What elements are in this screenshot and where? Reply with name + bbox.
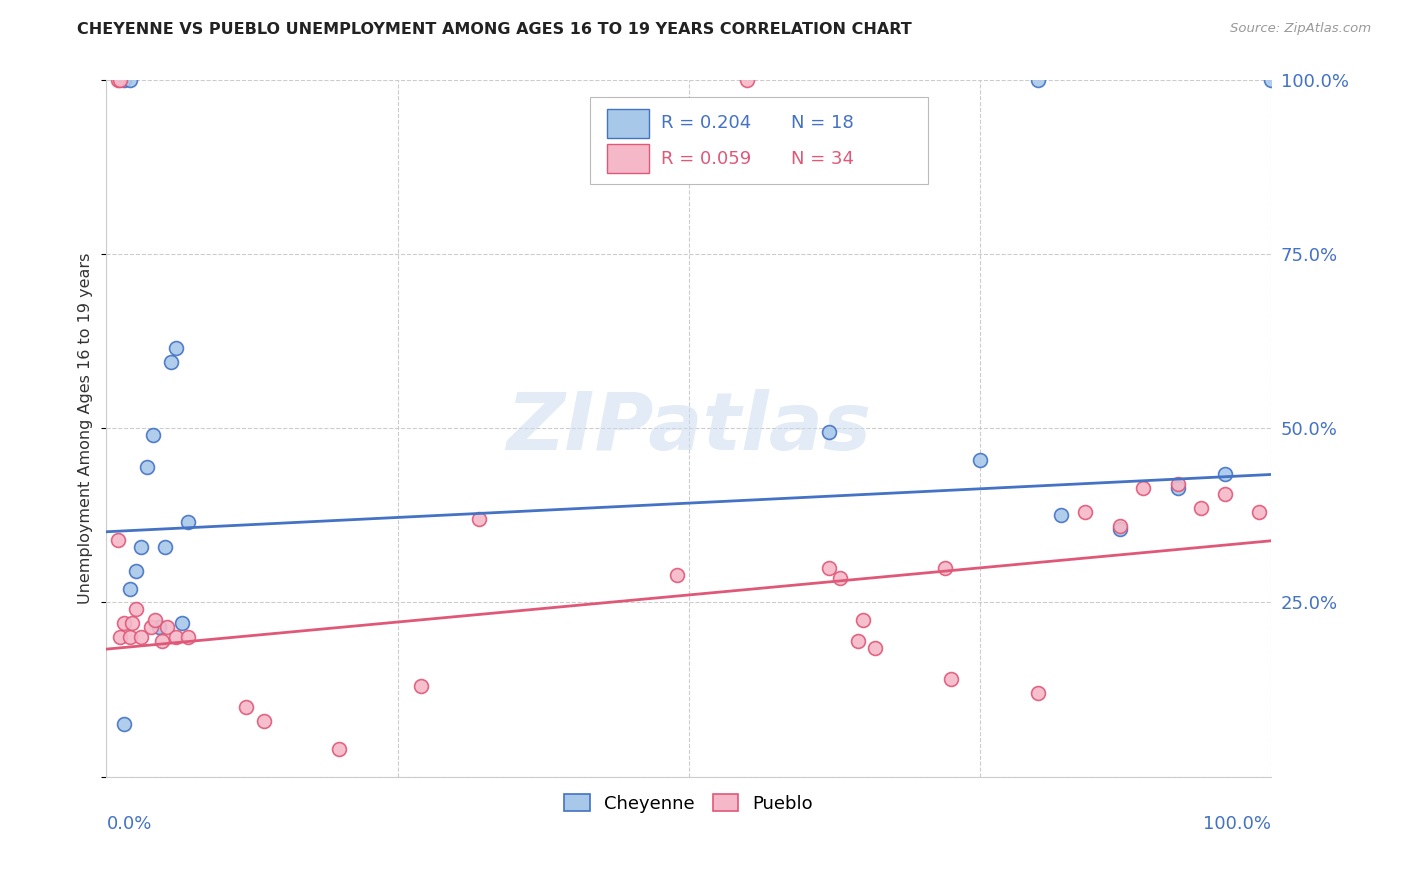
- Point: [156, 620, 179, 634]
- Point: [235, 700, 257, 714]
- Point: [153, 540, 176, 554]
- Point: [666, 567, 689, 582]
- Point: [1108, 518, 1130, 533]
- Point: [145, 613, 167, 627]
- Point: [118, 73, 141, 87]
- Text: CHEYENNE VS PUEBLO UNEMPLOYMENT AMONG AGES 16 TO 19 YEARS CORRELATION CHART: CHEYENNE VS PUEBLO UNEMPLOYMENT AMONG AG…: [77, 22, 912, 37]
- Point: [1108, 522, 1130, 536]
- Point: [131, 540, 153, 554]
- Point: [1026, 73, 1049, 87]
- Point: [110, 73, 132, 87]
- Point: [118, 582, 141, 596]
- Point: [969, 452, 991, 467]
- Point: [328, 741, 350, 756]
- Point: [1213, 467, 1236, 481]
- Legend: Cheyenne, Pueblo: Cheyenne, Pueblo: [557, 787, 820, 820]
- Y-axis label: Unemployment Among Ages 16 to 19 years: Unemployment Among Ages 16 to 19 years: [79, 252, 93, 604]
- Point: [934, 560, 956, 574]
- FancyBboxPatch shape: [607, 109, 650, 138]
- Point: [1249, 505, 1271, 519]
- Point: [939, 672, 962, 686]
- Point: [142, 428, 165, 442]
- Point: [112, 616, 135, 631]
- Point: [852, 613, 875, 627]
- Text: R = 0.059: R = 0.059: [661, 150, 751, 168]
- Text: ZIPatlas: ZIPatlas: [506, 389, 872, 467]
- Point: [1132, 481, 1154, 495]
- Point: [148, 620, 170, 634]
- Point: [121, 616, 143, 631]
- Point: [863, 640, 886, 655]
- Point: [165, 341, 187, 355]
- Point: [253, 714, 276, 728]
- Point: [177, 630, 200, 644]
- Point: [817, 425, 839, 439]
- Point: [735, 73, 758, 87]
- Point: [1213, 487, 1236, 501]
- Point: [1167, 477, 1189, 491]
- Point: [110, 630, 132, 644]
- Point: [1260, 73, 1282, 87]
- Point: [112, 73, 135, 87]
- Point: [131, 630, 153, 644]
- Point: [165, 630, 187, 644]
- Point: [107, 533, 129, 547]
- Point: [846, 633, 869, 648]
- FancyBboxPatch shape: [589, 97, 928, 185]
- Point: [118, 630, 141, 644]
- Text: R = 0.204: R = 0.204: [661, 114, 751, 132]
- Text: 100.0%: 100.0%: [1204, 815, 1271, 833]
- Point: [124, 602, 146, 616]
- Point: [136, 459, 159, 474]
- Point: [177, 516, 200, 530]
- Point: [159, 355, 181, 369]
- Point: [139, 620, 162, 634]
- Point: [409, 679, 432, 693]
- Point: [150, 633, 173, 648]
- Text: Source: ZipAtlas.com: Source: ZipAtlas.com: [1230, 22, 1371, 36]
- Point: [830, 571, 852, 585]
- Point: [817, 560, 839, 574]
- FancyBboxPatch shape: [607, 144, 650, 173]
- Text: 0.0%: 0.0%: [107, 815, 152, 833]
- Point: [1189, 501, 1212, 516]
- Text: N = 18: N = 18: [792, 114, 853, 132]
- Point: [1050, 508, 1073, 523]
- Text: N = 34: N = 34: [792, 150, 855, 168]
- Point: [1167, 481, 1189, 495]
- Point: [1074, 505, 1097, 519]
- Point: [124, 564, 146, 578]
- Point: [1026, 686, 1049, 700]
- Point: [468, 512, 491, 526]
- Point: [112, 717, 135, 731]
- Point: [107, 73, 129, 87]
- Point: [172, 616, 194, 631]
